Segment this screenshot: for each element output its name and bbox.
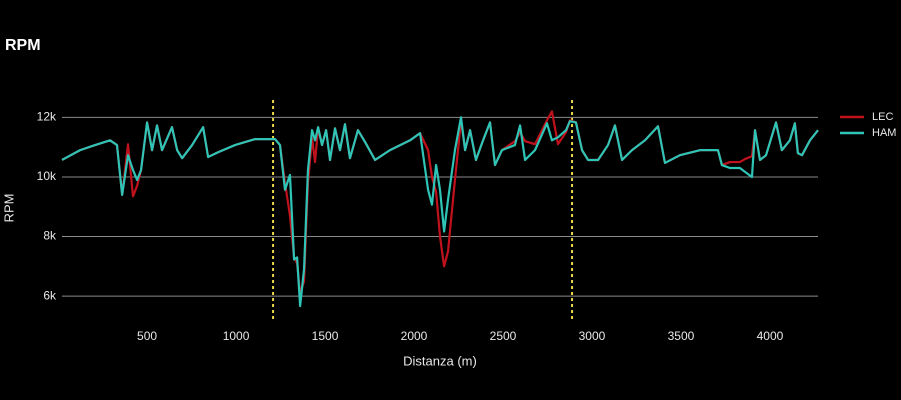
- y-axis-label: RPM: [1, 194, 16, 223]
- x-tick-label: 4000: [757, 329, 784, 343]
- y-tick-label: 8k: [43, 229, 57, 243]
- x-tick-label: 3500: [668, 329, 695, 343]
- x-tick-label: 2500: [490, 329, 517, 343]
- x-tick-label: 2000: [401, 329, 428, 343]
- y-tick-label: 12k: [37, 110, 57, 124]
- y-tick-label: 6k: [43, 288, 57, 302]
- legend-label: HAM: [872, 127, 896, 139]
- x-tick-label: 1500: [312, 329, 339, 343]
- x-tick-label: 1000: [223, 329, 250, 343]
- x-tick-label: 3000: [579, 329, 606, 343]
- series-line: [61, 116, 819, 308]
- x-tick-label: 500: [137, 329, 157, 343]
- legend-label: LEC: [872, 111, 893, 123]
- y-tick-label: 10k: [37, 169, 57, 183]
- chart-title: RPM: [5, 37, 41, 54]
- x-axis-label: Distanza (m): [403, 353, 477, 368]
